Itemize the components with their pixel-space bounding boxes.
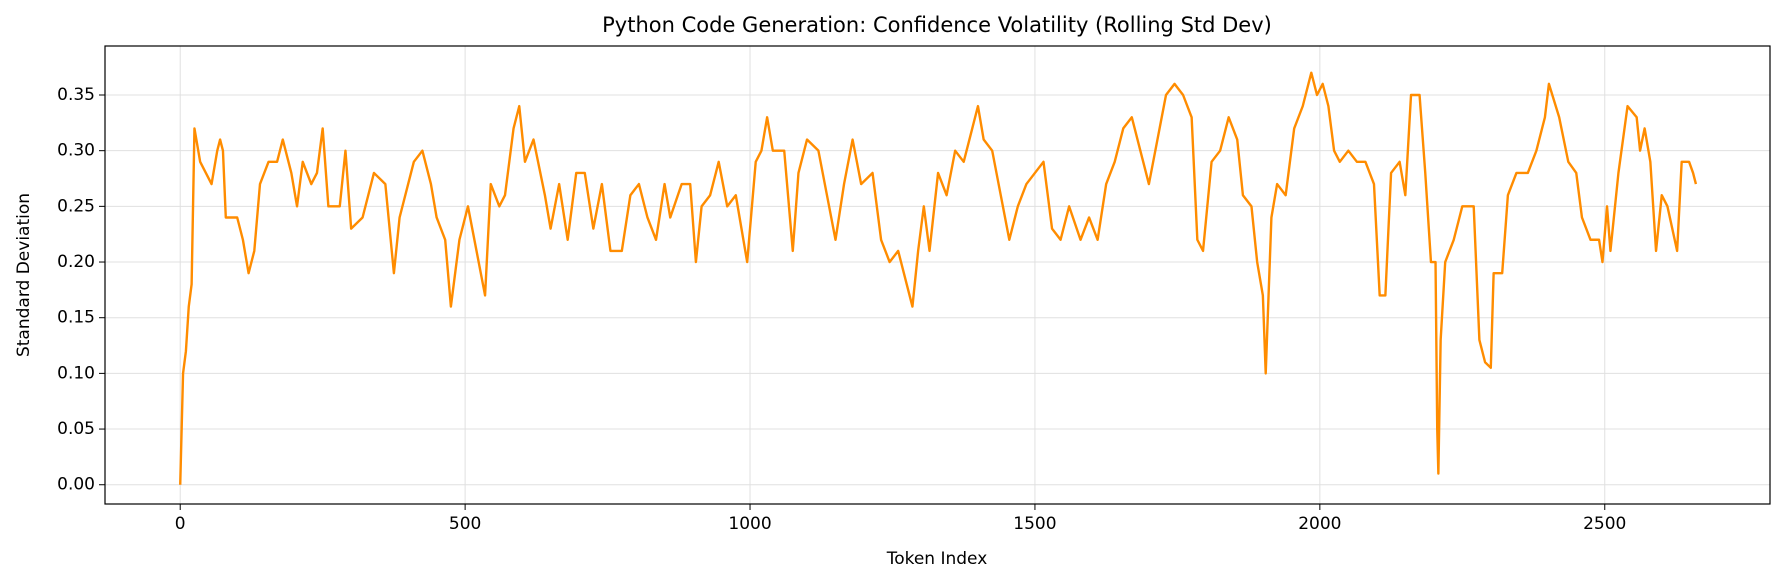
x-tick-label: 2500 bbox=[1583, 514, 1626, 534]
y-tick-label: 0.10 bbox=[57, 363, 95, 383]
chart-title: Python Code Generation: Confidence Volat… bbox=[602, 13, 1272, 37]
y-tick-label: 0.25 bbox=[57, 196, 95, 216]
x-tick-label: 2000 bbox=[1298, 514, 1341, 534]
y-tick-label: 0.00 bbox=[57, 475, 95, 495]
y-tick-label: 0.30 bbox=[57, 141, 95, 161]
x-tick-label: 500 bbox=[449, 514, 481, 534]
y-tick-label: 0.05 bbox=[57, 419, 95, 439]
y-tick-label: 0.35 bbox=[57, 85, 95, 105]
y-tick-label: 0.15 bbox=[57, 308, 95, 328]
y-axis-label: Standard Deviation bbox=[14, 193, 34, 357]
data-line bbox=[179, 71, 1698, 485]
y-tick-label: 0.20 bbox=[57, 252, 95, 272]
x-axis-label: Token Index bbox=[886, 549, 988, 569]
plot-frame bbox=[104, 45, 1771, 505]
x-tick-label: 0 bbox=[175, 514, 186, 534]
x-tick-label: 1000 bbox=[728, 514, 771, 534]
x-tick-label: 1500 bbox=[1013, 514, 1056, 534]
